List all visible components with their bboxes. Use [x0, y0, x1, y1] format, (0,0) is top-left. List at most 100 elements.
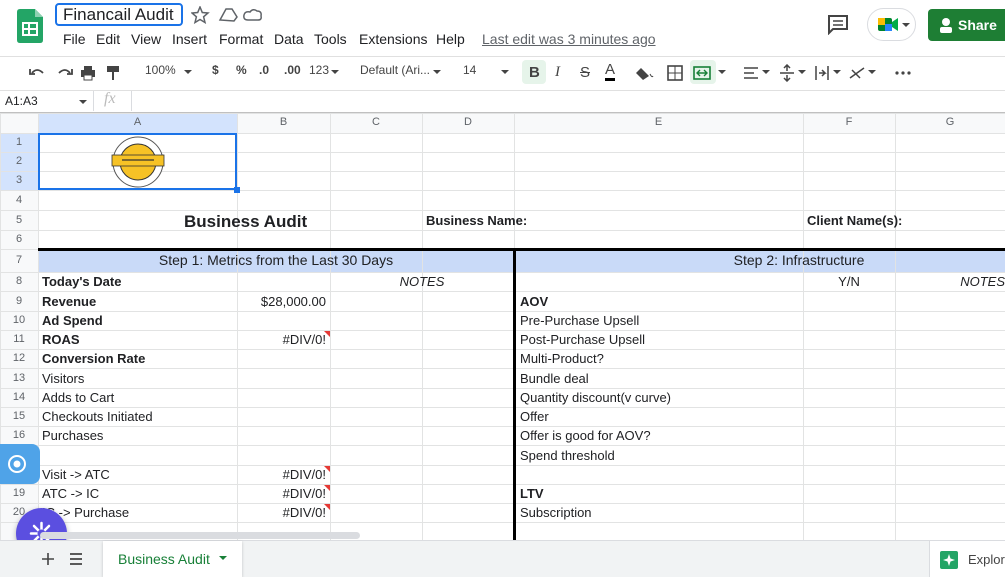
- zoom-select[interactable]: 100%: [145, 63, 176, 77]
- selected-row-header: [0, 133, 38, 190]
- column-header: C: [372, 116, 380, 128]
- row-line: [0, 445, 1005, 446]
- percent-format[interactable]: %: [236, 63, 247, 77]
- currency-format[interactable]: $: [212, 63, 219, 77]
- menu-item[interactable]: Data: [274, 31, 304, 47]
- row-header: 15: [12, 410, 26, 422]
- column-header-bar: [0, 113, 1005, 133]
- sheet-tab-label[interactable]: Business Audit: [118, 551, 210, 567]
- row-line: [0, 230, 1005, 231]
- metric-label: Ad Spend: [42, 313, 103, 328]
- toolbar-icons[interactable]: [184, 64, 924, 82]
- row-header: 4: [15, 193, 23, 206]
- bold-active: [522, 60, 546, 84]
- last-edit[interactable]: Last edit was 3 minutes ago: [482, 31, 656, 47]
- client-names-label: Client Name(s):: [807, 213, 903, 228]
- text-color-button[interactable]: A: [605, 62, 616, 81]
- metric-label: Adds to Cart: [42, 390, 115, 405]
- row-line: [0, 311, 1005, 312]
- metric-value: #DIV/0!: [282, 486, 326, 501]
- italic-button[interactable]: I: [555, 64, 560, 80]
- toolbar: [0, 56, 1005, 91]
- name-box-caret[interactable]: [78, 97, 90, 107]
- thick-border: [513, 249, 516, 540]
- side-widget[interactable]: [0, 444, 40, 484]
- menu-item[interactable]: File: [63, 31, 86, 47]
- row-header: 19: [12, 487, 26, 499]
- comments-button[interactable]: [826, 13, 850, 35]
- formula-separator: [93, 91, 94, 111]
- error-flag: [324, 466, 330, 472]
- selection-box: [38, 133, 237, 190]
- menu-item[interactable]: Help: [436, 31, 465, 47]
- row-line: [0, 522, 1005, 523]
- share-button[interactable]: Share: [928, 9, 1005, 41]
- bold-button[interactable]: B: [529, 64, 540, 81]
- column-line: [237, 113, 238, 540]
- menu-item[interactable]: Insert: [172, 31, 208, 47]
- column-line: [38, 113, 39, 540]
- step-header-fill: [38, 249, 1005, 272]
- explore-label[interactable]: Explore: [968, 552, 1005, 567]
- infrastructure-label: Offer: [520, 409, 549, 424]
- infrastructure-label: Multi-Product?: [520, 351, 604, 366]
- column-header: A: [133, 116, 142, 128]
- document-title[interactable]: Financail Audit: [55, 3, 183, 26]
- number-format[interactable]: 123: [309, 63, 330, 77]
- step2-header: Step 2: Infrastructure: [733, 252, 865, 268]
- menu-item[interactable]: Format: [219, 31, 264, 47]
- column-line: [422, 113, 423, 540]
- sheet-tab-caret[interactable]: [218, 555, 228, 563]
- row-line: [0, 484, 1005, 485]
- header-line: [0, 113, 1005, 114]
- infrastructure-label: Bundle deal: [520, 370, 589, 386]
- menu-item[interactable]: View: [131, 31, 162, 47]
- metric-label: Checkouts Initiated: [42, 409, 153, 424]
- strike-button[interactable]: S: [580, 64, 591, 81]
- row-line: [0, 407, 1005, 408]
- explore-button[interactable]: Explore: [929, 541, 1005, 577]
- metric-value: #DIV/0!: [282, 332, 326, 347]
- metric-label: Purchases: [42, 428, 104, 443]
- row-header: 1: [15, 136, 23, 148]
- infrastructure-label: Spend threshold: [520, 447, 615, 463]
- name-box[interactable]: A1:A3: [5, 94, 38, 108]
- menu-item[interactable]: Edit: [96, 31, 121, 47]
- row-header: 2: [15, 155, 23, 167]
- business-logo: [111, 136, 165, 188]
- row-header: 16: [12, 429, 26, 441]
- row-header: 5: [15, 213, 23, 226]
- font-size[interactable]: 14: [463, 63, 477, 77]
- sheet-title: Business Audit: [184, 212, 308, 231]
- increase-decimal[interactable]: .00: [284, 63, 301, 77]
- row-header: 7: [15, 254, 23, 266]
- toolbar-icons-left[interactable]: [28, 64, 138, 82]
- infrastructure-label: Subscription: [520, 505, 592, 520]
- meet-button[interactable]: [867, 8, 916, 41]
- infrastructure-label: AOV: [520, 293, 549, 309]
- thick-border: [38, 248, 1005, 251]
- row-header: 10: [12, 314, 26, 326]
- business-name-label: Business Name:: [426, 213, 528, 228]
- row-line: [0, 503, 1005, 504]
- side-widget-icon: [8, 455, 26, 473]
- menu-item[interactable]: Extensions: [359, 31, 428, 47]
- font-select[interactable]: Default (Ari...: [360, 63, 431, 77]
- sheets-logo[interactable]: [17, 9, 43, 43]
- share-icon: [940, 18, 952, 33]
- horizontal-scrollbar[interactable]: [40, 532, 360, 539]
- title-icons[interactable]: [191, 6, 281, 24]
- metric-label: Visitors: [42, 370, 85, 386]
- formula-bottom: [0, 112, 1005, 113]
- error-flag: [324, 504, 330, 510]
- decrease-decimal[interactable]: .0: [259, 63, 270, 77]
- sheet-controls[interactable]: [40, 550, 90, 568]
- infrastructure-label: Offer is good for AOV?: [520, 428, 651, 443]
- column-header: G: [945, 116, 955, 128]
- row-line: [0, 133, 1005, 134]
- active-sheet-tab[interactable]: Business Audit: [103, 541, 242, 577]
- menu-item[interactable]: Tools: [314, 31, 347, 47]
- selected-col-header: [38, 113, 237, 133]
- infrastructure-label: Post-Purchase Upsell: [520, 332, 645, 347]
